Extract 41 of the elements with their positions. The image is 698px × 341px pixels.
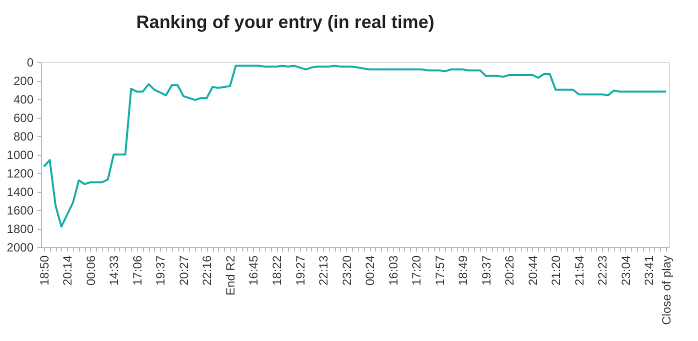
x-tick-label: 19:37 <box>154 255 168 286</box>
y-tick-label: 600 <box>13 111 34 125</box>
y-tick-label: 800 <box>13 130 34 144</box>
x-tick-label: 23:20 <box>340 255 354 286</box>
y-tick-label: 1600 <box>6 204 34 218</box>
x-tick-label: 22:16 <box>200 255 214 286</box>
x-tick-label: 16:03 <box>386 255 400 286</box>
y-tick-label: 200 <box>13 74 34 88</box>
line-series <box>42 64 668 228</box>
x-tick-label: 20:27 <box>176 255 191 286</box>
y-tick-label: 1400 <box>6 185 34 199</box>
x-tick-label: 20:14 <box>60 255 75 286</box>
x-tick-label: 17:57 <box>432 255 447 286</box>
y-tick-label: 2000 <box>6 240 34 254</box>
y-tick-label: 1800 <box>6 222 34 236</box>
x-tick-label: End R2 <box>223 255 238 296</box>
x-tick-label: 20:26 <box>502 255 517 286</box>
x-tick-label: 00:24 <box>363 255 378 286</box>
x-tick-label: 18:49 <box>456 255 470 286</box>
x-tick-label: 21:54 <box>572 255 586 286</box>
x-tick-label: 23:41 <box>642 255 656 286</box>
x-tick-label: 18:50 <box>37 255 52 286</box>
x-tick-label: 18:22 <box>270 255 284 286</box>
y-tick-label: 1200 <box>6 166 34 180</box>
x-tick-label: Close of play <box>660 256 674 325</box>
x-tick-label: 22:23 <box>596 255 610 286</box>
x-tick-label: 16:45 <box>246 255 261 286</box>
chart-title: Ranking of your entry (in real time) <box>136 12 434 32</box>
y-tick-label: 1000 <box>6 148 34 162</box>
x-tick-label: 22:13 <box>316 255 331 286</box>
x-tick-label: 19:37 <box>479 255 494 286</box>
y-tick-label: 0 <box>26 56 34 70</box>
x-tick-label: 14:33 <box>107 255 122 286</box>
x-tick-label: 17:06 <box>130 255 144 286</box>
x-tick-label: 21:20 <box>549 255 564 286</box>
y-tick-label: 400 <box>13 92 34 106</box>
x-tick-label: 00:06 <box>84 255 98 286</box>
x-tick-label: 17:20 <box>410 255 424 286</box>
x-tick-label: 20:44 <box>526 255 540 286</box>
x-tick-label: 23:04 <box>618 255 633 286</box>
x-tick-label: 19:27 <box>293 255 308 286</box>
